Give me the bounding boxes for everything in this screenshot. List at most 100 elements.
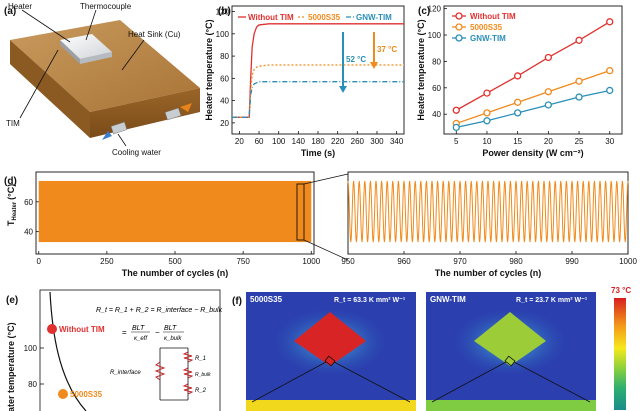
- gnw-drop-arrowhead: [339, 86, 347, 93]
- chart-b-series: [232, 23, 404, 118]
- chart-c-legend-label-0: Without TIM: [470, 12, 516, 21]
- chart-c-line-2: [456, 89, 610, 129]
- chart-c-point-2-2: [514, 109, 522, 117]
- b-xtick-label-180: 180: [311, 137, 325, 146]
- chart-b-legend: Without TIM 5000S35 GNW-TIM: [238, 13, 392, 22]
- d_left-xtick-label-250: 250: [100, 257, 114, 266]
- b-xtick-label-300: 300: [370, 137, 384, 146]
- chart-c-point-0-5: [606, 18, 614, 26]
- chart-b-series-1: [232, 64, 404, 118]
- chart-c-point-0-0: [452, 106, 460, 114]
- c-ytick-label-120: 120: [428, 5, 442, 14]
- zoom-box: [296, 183, 305, 241]
- d_right-frame: [347, 171, 629, 255]
- leader-heater: [21, 9, 71, 43]
- leader-thermocouple: [85, 9, 97, 41]
- d_left-xtick-label-750: 750: [236, 257, 250, 266]
- chart-d: (d) THeater(°C) 0 250 500 750 1000 40 60 The nu…: [4, 171, 637, 278]
- chart-d-ylabel: THeater(°C): [6, 184, 18, 226]
- tim-drop-arrowhead: [370, 62, 378, 69]
- leader-tim: [19, 49, 59, 119]
- chart-b-series-0: [232, 23, 404, 118]
- circuit-label-r2: R_2: [195, 388, 207, 394]
- equation-blt-1: BLT: [132, 325, 145, 332]
- chart-b-legend-label-1: 5000S35: [308, 13, 341, 22]
- b-xtick-label-100: 100: [272, 137, 286, 146]
- chart-c-legend-marker-1: [455, 23, 463, 31]
- sim-right-hotspot: [474, 312, 546, 366]
- chart-c-point-0-4: [575, 36, 583, 44]
- b-ytick-label-20: 20: [220, 119, 229, 128]
- b-ytick-label-120: 120: [216, 8, 230, 17]
- resistor-r2: [182, 383, 194, 395]
- c-xtick-label-15: 15: [513, 137, 522, 146]
- chart-d-ylabel-sub: Heater: [12, 201, 18, 220]
- chart-d-ylabel-unit: (°C): [6, 184, 16, 200]
- chart-c-legend-label-1: 5000S35: [470, 23, 503, 32]
- panel-e-frame: [39, 289, 221, 411]
- chart-d-ylabel-t: T: [6, 220, 16, 226]
- d_right-xtick-label-1000: 1000: [619, 257, 637, 266]
- b-ytick-label-100: 100: [216, 30, 230, 39]
- part-heat-sink: Heat Sink (Cu): [128, 30, 181, 39]
- sim-left-zoom-l: [251, 361, 327, 403]
- chart-c-point-2-1: [483, 117, 491, 125]
- d_right-xtick-label-980: 980: [509, 257, 523, 266]
- d_right-xtick-label-960: 960: [397, 257, 411, 266]
- chart-c-point-2-5: [606, 86, 614, 95]
- chart-c-point-2-0: [452, 123, 460, 132]
- d_left-xtick-label-1000: 1000: [302, 257, 320, 266]
- sim-right-zoom-r: [513, 361, 591, 403]
- panel-a: (a) Heater Thermocouple Heat Sink (Cu) T…: [4, 2, 200, 157]
- part-tim: TIM: [6, 119, 20, 128]
- sim-right-zoom-box: [504, 355, 516, 367]
- c-ytick-label-100: 100: [428, 31, 442, 40]
- panel-d-label: (d): [4, 176, 17, 187]
- resistor-bulk: [182, 367, 194, 379]
- heat-sink-top: [10, 20, 200, 112]
- tim-drop-label: 37 °C: [377, 45, 397, 54]
- chart-d-right-series: [347, 180, 629, 243]
- colorbar: [614, 298, 626, 410]
- b-xtick-label-220: 220: [331, 137, 345, 146]
- point-5000s35: [58, 389, 68, 399]
- chart-b-legend-label-0: Without TIM: [248, 13, 294, 22]
- panel-e-ytick-label-80: 80: [28, 380, 37, 389]
- c-ytick-label-80: 80: [432, 57, 441, 66]
- chart-d-left-band: [38, 180, 312, 243]
- heater-side-front: [60, 40, 80, 64]
- d_right-xtick-label-990: 990: [565, 257, 579, 266]
- chart-c-point-0-3: [544, 53, 552, 62]
- c-xlabel: Power density (W cm⁻²): [482, 148, 583, 158]
- d_left-ytick-label-40: 40: [24, 228, 33, 237]
- panel-f-label: (f): [232, 296, 242, 307]
- sim-left-strip: [246, 400, 416, 411]
- c-frame: [443, 5, 623, 135]
- sim-left-resistance: R_t = 63.3 K mm² W⁻¹: [334, 297, 406, 304]
- sim-right-resistance: R_t = 23.7 K mm² W⁻¹: [516, 297, 588, 304]
- chart-d-left-series: [38, 180, 312, 243]
- chart-c-point-1-4: [575, 77, 583, 85]
- c-xtick-label-5: 5: [454, 137, 459, 146]
- b-ytick-label-80: 80: [220, 52, 229, 61]
- heater-top: [60, 34, 112, 59]
- chart-b-series-2: [232, 81, 404, 118]
- water-out-arrow: [180, 103, 192, 112]
- part-cooling-water: Cooling water: [112, 148, 161, 157]
- chart-c: (c) 5 10 15 20 25 30 40 60 80 100 120 Power density…: [416, 5, 623, 158]
- chart-c-legend-label-2: GNW-TIM: [470, 34, 506, 43]
- d_right-xlabel: The number of cycles (n): [435, 268, 542, 278]
- equation-k-bulk: κ_bulk: [164, 336, 182, 342]
- panel-e-ytick-label-100: 100: [24, 344, 38, 353]
- zoom-line-bottom: [303, 239, 349, 261]
- panel-e: (e) ater temperature (°C) 100 80 Without…: [6, 289, 223, 411]
- sim-right-zoom-l: [431, 361, 507, 403]
- c-ytick-label-40: 40: [432, 110, 441, 119]
- panel-a-label: (a): [4, 6, 16, 17]
- sim-right-name: GNW-TIM: [430, 295, 466, 304]
- equation-minus: −: [155, 328, 160, 337]
- panel-c-label: (c): [418, 6, 430, 17]
- d_left-xtick-label-500: 500: [168, 257, 182, 266]
- chart-c-legend: Without TIM 5000S35 GNW-TIM: [452, 12, 516, 43]
- resistor-interface: [154, 361, 166, 381]
